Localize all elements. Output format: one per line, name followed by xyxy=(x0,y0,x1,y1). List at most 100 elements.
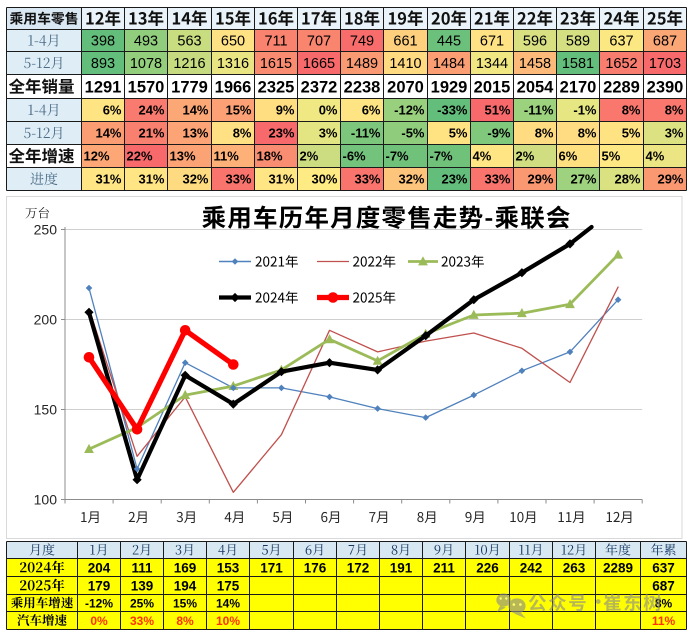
svg-text:1216: 1216 xyxy=(173,56,205,72)
svg-text:22%: 22% xyxy=(127,149,153,164)
svg-text:661: 661 xyxy=(393,34,417,50)
svg-text:263: 263 xyxy=(563,560,586,575)
svg-text:175: 175 xyxy=(217,578,240,593)
svg-text:6%: 6% xyxy=(559,149,578,164)
svg-text:211: 211 xyxy=(433,560,455,575)
svg-text:1570: 1570 xyxy=(128,79,165,97)
svg-text:8%: 8% xyxy=(535,126,554,141)
svg-text:15%: 15% xyxy=(225,103,251,118)
svg-text:596: 596 xyxy=(523,34,547,50)
svg-text:1779: 1779 xyxy=(171,79,208,97)
svg-text:711: 711 xyxy=(264,34,287,50)
svg-text:6%: 6% xyxy=(362,103,381,118)
svg-text:2372: 2372 xyxy=(301,79,338,97)
svg-text:-12%: -12% xyxy=(85,596,113,610)
svg-text:14%: 14% xyxy=(216,596,240,610)
svg-text:563: 563 xyxy=(177,34,201,50)
svg-text:200: 200 xyxy=(34,312,58,328)
svg-text:2289: 2289 xyxy=(603,79,640,97)
svg-text:-9%: -9% xyxy=(487,126,511,141)
svg-text:12%: 12% xyxy=(84,149,110,164)
svg-text:1458: 1458 xyxy=(519,56,551,72)
svg-text:6%: 6% xyxy=(103,103,122,118)
svg-text:2390: 2390 xyxy=(647,79,684,97)
svg-text:21%: 21% xyxy=(138,126,164,141)
svg-text:8%: 8% xyxy=(665,103,684,118)
svg-text:637: 637 xyxy=(609,34,633,50)
svg-text:51%: 51% xyxy=(484,103,510,118)
svg-text:1316: 1316 xyxy=(217,56,249,72)
svg-text:23%: 23% xyxy=(441,172,467,187)
svg-text:204: 204 xyxy=(88,560,111,575)
svg-text:1665: 1665 xyxy=(303,56,335,72)
svg-text:2325: 2325 xyxy=(258,79,295,97)
svg-text:893: 893 xyxy=(91,56,115,72)
svg-text:1929: 1929 xyxy=(431,79,468,97)
svg-text:13%: 13% xyxy=(182,126,208,141)
svg-text:445: 445 xyxy=(437,34,461,50)
svg-text:-6%: -6% xyxy=(343,149,367,164)
svg-text:687: 687 xyxy=(652,578,675,593)
svg-text:31%: 31% xyxy=(138,172,164,187)
svg-text:398: 398 xyxy=(91,34,115,50)
svg-text:0%: 0% xyxy=(319,103,338,118)
svg-text:11%: 11% xyxy=(214,149,240,164)
svg-text:171: 171 xyxy=(260,560,283,575)
svg-text:33%: 33% xyxy=(225,172,251,187)
svg-text:0%: 0% xyxy=(90,614,108,628)
svg-text:14%: 14% xyxy=(95,126,121,141)
svg-text:2070: 2070 xyxy=(387,79,424,97)
svg-text:10%: 10% xyxy=(216,614,240,628)
svg-text:31%: 31% xyxy=(95,172,121,187)
svg-text:-1%: -1% xyxy=(573,103,597,118)
svg-text:179: 179 xyxy=(88,578,111,593)
svg-text:1078: 1078 xyxy=(130,56,162,72)
svg-text:8%: 8% xyxy=(233,126,252,141)
svg-text:25%: 25% xyxy=(130,596,154,610)
svg-text:4%: 4% xyxy=(473,149,492,164)
svg-text:4%: 4% xyxy=(646,149,665,164)
svg-text:2015: 2015 xyxy=(474,79,511,97)
svg-text:493: 493 xyxy=(134,34,158,50)
svg-text:191: 191 xyxy=(390,560,413,575)
svg-text:14%: 14% xyxy=(182,103,208,118)
svg-text:1966: 1966 xyxy=(215,79,252,97)
svg-text:1489: 1489 xyxy=(346,56,378,72)
svg-text:28%: 28% xyxy=(614,172,640,187)
svg-text:1581: 1581 xyxy=(562,56,594,72)
svg-text:15%: 15% xyxy=(173,596,197,610)
svg-text:30%: 30% xyxy=(311,172,337,187)
svg-text:29%: 29% xyxy=(657,172,683,187)
svg-text:-33%: -33% xyxy=(437,103,468,118)
svg-text:637: 637 xyxy=(652,560,675,575)
svg-text:32%: 32% xyxy=(398,172,424,187)
svg-text:687: 687 xyxy=(653,34,677,50)
svg-text:1652: 1652 xyxy=(605,56,637,72)
svg-text:194: 194 xyxy=(174,578,197,593)
svg-text:100: 100 xyxy=(34,492,58,508)
svg-text:2289: 2289 xyxy=(603,560,633,575)
svg-text:1410: 1410 xyxy=(389,56,421,72)
svg-text:650: 650 xyxy=(221,34,245,50)
svg-text:-7%: -7% xyxy=(430,149,454,164)
svg-text:250: 250 xyxy=(34,222,58,238)
svg-text:1484: 1484 xyxy=(433,56,465,72)
svg-text:589: 589 xyxy=(566,34,590,50)
svg-text:18%: 18% xyxy=(257,149,283,164)
svg-text:1703: 1703 xyxy=(649,56,681,72)
svg-text:1291: 1291 xyxy=(85,79,122,97)
svg-text:139: 139 xyxy=(131,578,154,593)
svg-text:3%: 3% xyxy=(665,126,684,141)
svg-text:2%: 2% xyxy=(300,149,319,164)
svg-text:-5%: -5% xyxy=(401,126,425,141)
svg-text:-7%: -7% xyxy=(386,149,410,164)
svg-text:27%: 27% xyxy=(570,172,596,187)
svg-text:23%: 23% xyxy=(268,126,294,141)
svg-text:8%: 8% xyxy=(176,614,194,628)
svg-text:5%: 5% xyxy=(449,126,468,141)
svg-text:242: 242 xyxy=(520,560,543,575)
svg-text:31%: 31% xyxy=(268,172,294,187)
svg-text:2170: 2170 xyxy=(560,79,597,97)
svg-text:176: 176 xyxy=(304,560,327,575)
svg-text:5%: 5% xyxy=(622,126,641,141)
